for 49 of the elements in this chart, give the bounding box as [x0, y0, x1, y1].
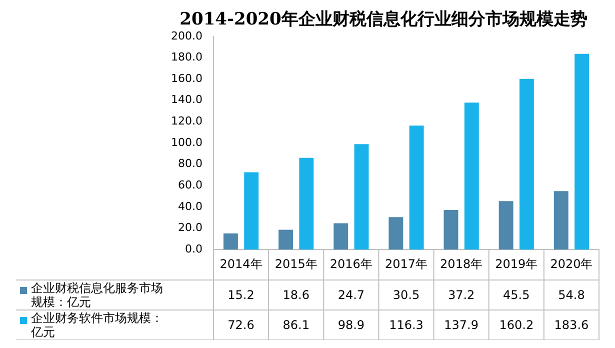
y-tick-label: 160.0 — [170, 72, 202, 85]
y-tick-label: 140.0 — [170, 93, 202, 106]
x-tick-label: 2014年 — [220, 256, 262, 271]
bar — [519, 78, 534, 250]
bar — [409, 126, 424, 250]
bar — [278, 230, 293, 250]
legend-label: 企业财务软件市场规模：亿元 — [30, 311, 163, 340]
y-tick-label: 60.0 — [178, 178, 202, 192]
data-label: 72.6 — [228, 318, 254, 332]
data-label: 160.2 — [499, 318, 534, 332]
bar — [244, 172, 259, 250]
bar — [388, 217, 404, 250]
y-tick-label: 200.0 — [170, 29, 202, 42]
y-tick-label: 120.0 — [170, 114, 202, 128]
data-label: 98.9 — [338, 318, 365, 332]
data-label: 24.7 — [338, 288, 365, 302]
x-tick-label: 2018年 — [440, 256, 483, 271]
x-tick-label: 2019年 — [495, 256, 538, 271]
x-tick-label: 2017年 — [384, 256, 428, 271]
data-label: 54.8 — [558, 288, 585, 302]
data-label: 137.9 — [444, 318, 478, 332]
x-tick-label: 2015年 — [274, 256, 318, 271]
bar — [444, 210, 458, 250]
y-tick-label: 20.0 — [178, 221, 202, 234]
y-tick-label: 0.0 — [184, 242, 202, 256]
bar — [354, 144, 369, 250]
data-label: 37.2 — [448, 288, 475, 302]
bar — [334, 223, 348, 250]
bar — [574, 54, 590, 250]
data-label: 45.5 — [503, 288, 530, 302]
data-label: 30.5 — [392, 288, 420, 302]
data-label: 15.2 — [228, 288, 254, 302]
x-tick-label: 2016年 — [330, 256, 372, 271]
data-label: 86.1 — [282, 318, 310, 332]
y-tick-label: 180.0 — [170, 50, 202, 64]
y-tick-label: 80.0 — [178, 157, 202, 170]
data-label: 183.6 — [554, 318, 589, 332]
bar — [554, 191, 568, 250]
legend-label: 企业财税信息化服务市场规模：亿元 — [31, 281, 163, 310]
data-label: 18.6 — [282, 288, 310, 302]
bar — [498, 201, 514, 250]
bar — [223, 233, 238, 250]
y-tick-label: 40.0 — [178, 200, 202, 213]
bar — [464, 102, 479, 250]
bar — [299, 158, 314, 250]
chart-title: 2014-2020年企业财税信息化行业细分市场规模走势 — [180, 10, 588, 30]
x-tick-label: 2020年 — [550, 256, 593, 271]
data-label: 116.3 — [389, 318, 424, 332]
y-tick-label: 100.0 — [170, 136, 202, 149]
